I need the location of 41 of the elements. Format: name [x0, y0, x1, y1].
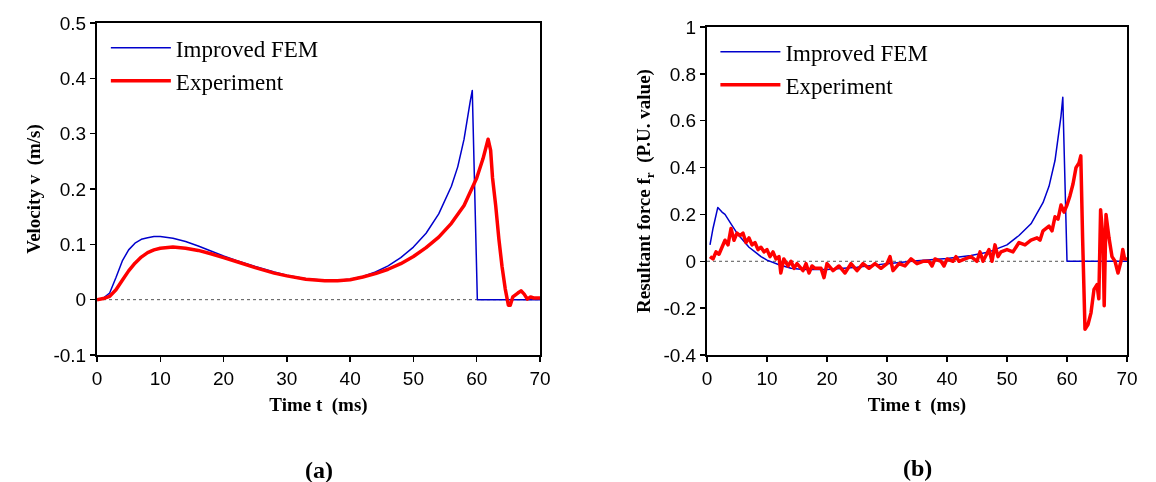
y-tick-label: 1	[685, 16, 697, 38]
x-tick-label: 10	[756, 367, 778, 389]
x-tick-label: 50	[402, 367, 424, 389]
x-tick-label: 30	[276, 367, 298, 389]
x-tick-label: 30	[876, 367, 898, 389]
x-axis-title: Time t (ms)	[867, 394, 967, 417]
y-tick-label: 0.2	[59, 178, 87, 200]
y-tick-label: 0.3	[59, 123, 87, 145]
y-axis-title: Velocity v (m/s)	[22, 124, 45, 254]
y-tick-label: 0.6	[669, 110, 697, 132]
x-tick-label: 40	[936, 367, 958, 389]
y-tick-label: 0	[685, 250, 697, 272]
line-series	[97, 137, 540, 307]
x-tick-label: 20	[816, 367, 838, 389]
x-tick-label: 60	[466, 367, 488, 389]
x-tick-label: 60	[1056, 367, 1078, 389]
legend-label: Experiment	[175, 69, 284, 95]
y-tick-label: 0.1	[59, 233, 87, 255]
y-tick-label: 0.8	[669, 63, 697, 85]
y-tick-label: 0.5	[59, 12, 87, 34]
x-axis-title: Time t (ms)	[269, 394, 368, 417]
x-tick-label: 50	[996, 367, 1018, 389]
y-tick-label: 0.4	[669, 157, 697, 179]
x-tick-label: 10	[149, 367, 171, 389]
line-series	[708, 154, 1127, 331]
x-tick-label: 20	[213, 367, 235, 389]
y-tick-label: 0	[75, 289, 87, 311]
y-tick-label: -0.4	[663, 344, 697, 366]
x-tick-label: 70	[1116, 367, 1138, 389]
x-tick-label: 0	[701, 367, 713, 389]
text: (b)	[903, 455, 933, 481]
x-tick-label: 70	[529, 367, 551, 389]
y-tick-label: -0.1	[53, 344, 87, 366]
legend-label: Improved FEM	[175, 36, 319, 62]
y-tick-label: -0.2	[663, 297, 697, 319]
y-tick-label: 0.2	[669, 204, 697, 226]
legend-label: Experiment	[785, 73, 894, 99]
legend-label: Improved FEM	[785, 40, 928, 66]
y-tick-label: 0.4	[59, 67, 87, 89]
x-tick-label: 40	[339, 367, 361, 389]
x-tick-label: 0	[91, 367, 103, 389]
